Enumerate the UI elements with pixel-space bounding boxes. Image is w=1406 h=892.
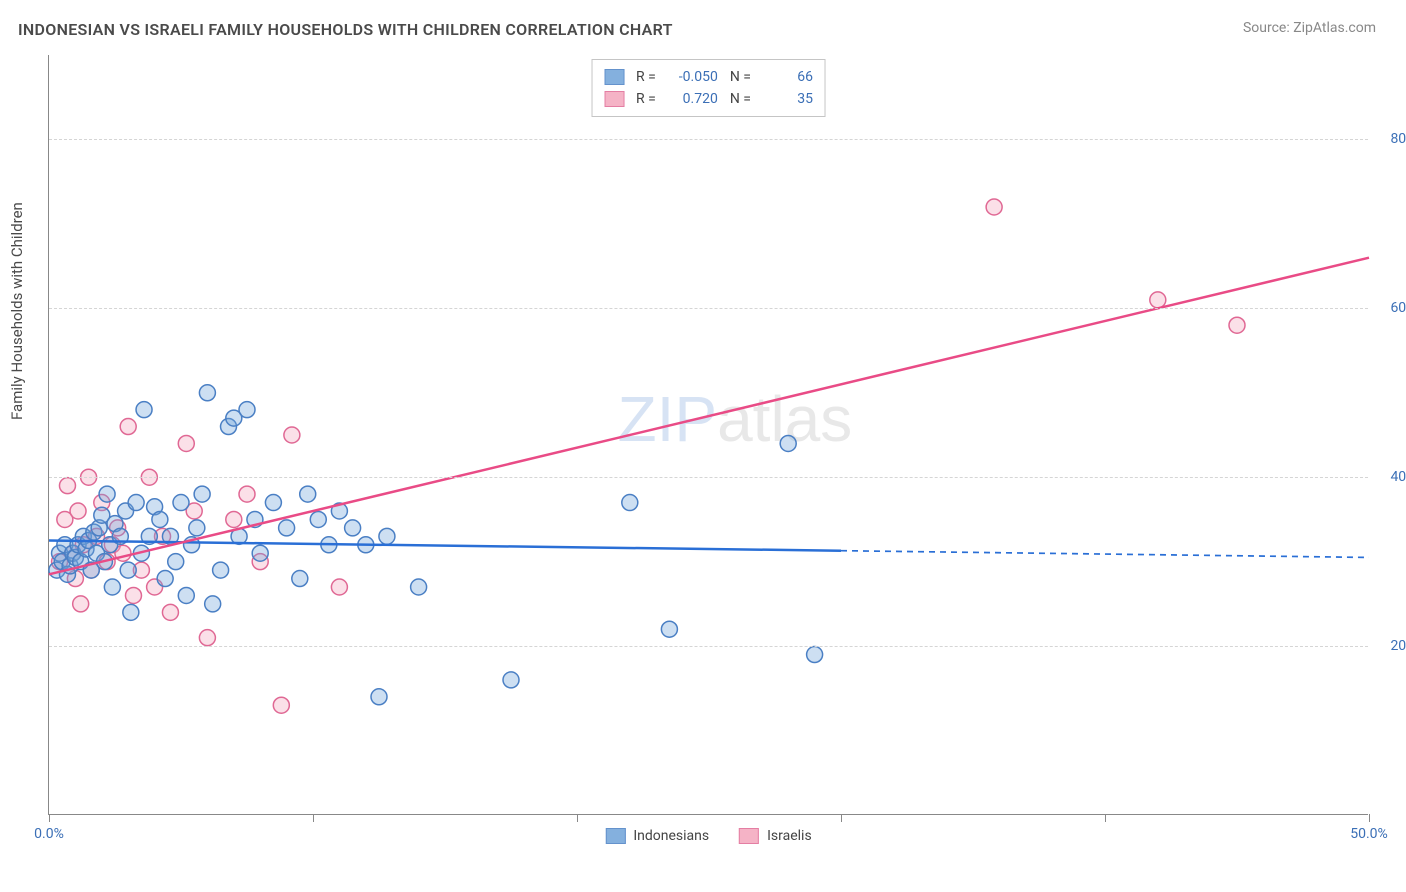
data-point-indonesians — [194, 486, 210, 502]
data-point-indonesians — [99, 486, 115, 502]
legend-label-indonesians: Indonesians — [633, 828, 709, 844]
gridline — [49, 308, 1368, 309]
data-point-indonesians — [173, 495, 189, 511]
data-point-israelis — [1150, 292, 1166, 308]
legend-series: Indonesians Israelis — [605, 828, 811, 844]
data-point-israelis — [273, 697, 289, 713]
legend-item-indonesians: Indonesians — [605, 828, 709, 844]
data-point-indonesians — [157, 571, 173, 587]
gridline — [49, 139, 1368, 140]
data-point-indonesians — [310, 511, 326, 527]
x-tick — [49, 814, 50, 822]
data-point-indonesians — [279, 520, 295, 536]
data-point-indonesians — [345, 520, 361, 536]
x-tick — [1105, 814, 1106, 822]
data-point-indonesians — [178, 587, 194, 603]
data-point-israelis — [239, 486, 255, 502]
source-label: Source: ZipAtlas.com — [1243, 20, 1376, 36]
data-point-indonesians — [189, 520, 205, 536]
data-point-indonesians — [152, 511, 168, 527]
data-point-indonesians — [128, 495, 144, 511]
data-point-israelis — [199, 630, 215, 646]
swatch-israelis — [739, 828, 759, 844]
data-point-israelis — [73, 596, 89, 612]
plot-svg — [49, 55, 1368, 814]
y-axis-label: Family Households with Children — [8, 202, 26, 420]
legend-item-israelis: Israelis — [739, 828, 812, 844]
data-point-indonesians — [411, 579, 427, 595]
y-tick-label: 60.0% — [1390, 300, 1406, 316]
data-point-israelis — [331, 579, 347, 595]
x-tick-label: 0.0% — [34, 826, 64, 842]
data-point-indonesians — [168, 554, 184, 570]
x-tick — [577, 814, 578, 822]
data-point-indonesians — [199, 385, 215, 401]
data-point-indonesians — [213, 562, 229, 578]
chart-title: INDONESIAN VS ISRAELI FAMILY HOUSEHOLDS … — [18, 20, 673, 39]
data-point-indonesians — [300, 486, 316, 502]
swatch-indonesians — [605, 828, 625, 844]
data-point-indonesians — [661, 621, 677, 637]
gridline — [49, 646, 1368, 647]
data-point-israelis — [59, 478, 75, 494]
data-point-indonesians — [104, 579, 120, 595]
data-point-israelis — [70, 503, 86, 519]
x-tick-label: 50.0% — [1350, 826, 1388, 842]
x-tick — [1369, 814, 1370, 822]
data-point-israelis — [1229, 317, 1245, 333]
data-point-indonesians — [136, 402, 152, 418]
x-tick — [313, 814, 314, 822]
trendline-extrapolated-indonesians — [841, 551, 1369, 558]
data-point-israelis — [125, 587, 141, 603]
y-tick-label: 40.0% — [1390, 469, 1406, 485]
data-point-israelis — [226, 511, 242, 527]
data-point-indonesians — [120, 562, 136, 578]
y-tick-label: 80.0% — [1390, 131, 1406, 147]
data-point-indonesians — [123, 604, 139, 620]
data-point-indonesians — [292, 571, 308, 587]
data-point-indonesians — [265, 495, 281, 511]
data-point-israelis — [284, 427, 300, 443]
data-point-israelis — [986, 199, 1002, 215]
gridline — [49, 477, 1368, 478]
data-point-indonesians — [252, 545, 268, 561]
data-point-indonesians — [780, 435, 796, 451]
data-point-israelis — [120, 419, 136, 435]
data-point-indonesians — [503, 672, 519, 688]
data-point-indonesians — [622, 495, 638, 511]
data-point-indonesians — [379, 528, 395, 544]
data-point-israelis — [162, 604, 178, 620]
x-tick — [841, 814, 842, 822]
data-point-indonesians — [371, 689, 387, 705]
plot-area: ZIPatlas R = -0.050 N = 66 R = 0.720 N =… — [48, 55, 1368, 815]
data-point-indonesians — [205, 596, 221, 612]
legend-label-israelis: Israelis — [767, 828, 812, 844]
data-point-israelis — [178, 435, 194, 451]
data-point-indonesians — [239, 402, 255, 418]
y-tick-label: 20.0% — [1390, 638, 1406, 654]
data-point-indonesians — [807, 647, 823, 663]
